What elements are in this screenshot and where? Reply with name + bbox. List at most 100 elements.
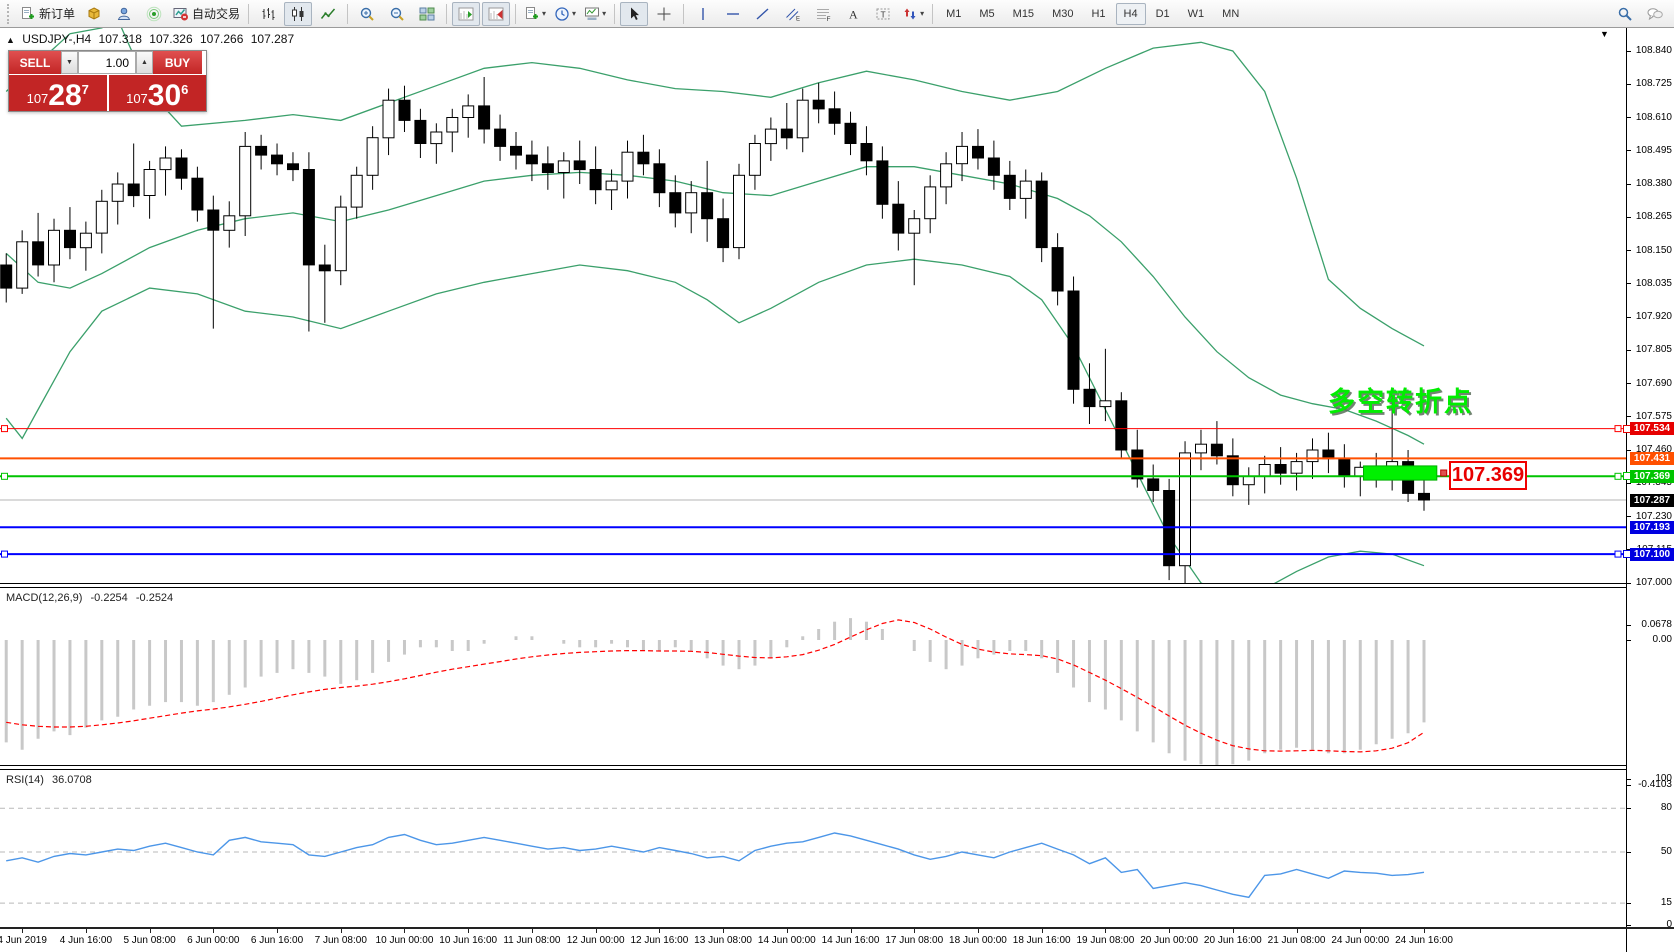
templates-button[interactable]: ▾ [581,2,609,26]
chevron-down-icon[interactable]: ▾ [602,9,607,18]
candle [95,200,108,234]
toolbar-separator [446,3,448,24]
main-chart-canvas[interactable] [0,28,1626,583]
rsi-panel-canvas[interactable] [0,771,1626,925]
candle [828,108,841,124]
timeframe-d1-button[interactable]: D1 [1155,7,1170,20]
clock-icon [554,6,570,22]
auto-trading-button[interactable]: 自动交易 [170,2,243,26]
fibo-icon: F [815,6,831,22]
volume-input[interactable]: 1.00 [78,51,136,74]
timeframe-h1-button[interactable]: H1 [1091,7,1106,20]
buy-button[interactable]: BUY [153,51,202,74]
price-tick [1627,250,1631,251]
chevron-down-icon[interactable]: ▾ [920,9,925,18]
time-label: 12 Jun 16:00 [630,935,689,946]
price-callout-label[interactable]: 107.369 [1449,461,1527,490]
candle [350,174,363,208]
bar-chart-button[interactable] [254,2,282,26]
label-icon: T [875,6,891,22]
candle [1083,388,1096,408]
toolbar-separator [683,3,685,24]
volume-increase-button[interactable]: ▲ [136,51,153,74]
candle [382,99,395,139]
candle [1226,455,1239,486]
time-tick [149,929,151,933]
equidistant-channel-button[interactable]: E [779,2,807,26]
cursor-icon [626,6,642,22]
timeframe-h4-button[interactable]: H4 [1115,2,1146,25]
line-chart-button[interactable] [314,2,342,26]
chevron-down-icon[interactable]: ▾ [572,9,577,18]
timeframe-mn-button[interactable]: MN [1222,7,1240,20]
timeframe-m30-button[interactable]: M30 [1052,7,1074,20]
candle [16,241,29,289]
hline-icon [725,6,741,22]
volume-decrease-button[interactable]: ▼ [61,51,78,74]
chart-shift-triangle-icon[interactable]: ▼ [1600,29,1609,39]
text-button[interactable]: A [839,2,867,26]
hline-handle-right [1614,425,1622,433]
time-axis[interactable]: 4 Jun 2019 4 Jun 16:00 5 Jun 08:00 6 Jun 00… [0,927,1674,952]
candle [175,157,188,179]
rsi-tick [1627,924,1631,926]
candle [669,192,682,214]
timeframe-m15-button[interactable]: M15 [1012,7,1035,20]
indicators-button[interactable]: ▾ [521,2,549,26]
vertical-line-button[interactable] [689,2,717,26]
arrow-objects-button[interactable]: ▾ [899,2,927,26]
tile-windows-button[interactable] [413,2,441,26]
periods-button[interactable]: ▾ [551,2,579,26]
history-cube-button[interactable] [80,2,108,26]
hline-handle-left [1,425,8,433]
price-scale[interactable]: 108.840 108.725 108.610 108.495 108.380 108.2… [1623,28,1674,952]
sell-button[interactable]: SELL [9,51,61,74]
timeframe-m5-button[interactable]: M5 [979,7,995,20]
rsi-tick [1627,778,1631,780]
turning-point-annotation[interactable]: 多空转折点 [1328,387,1473,417]
price-badge-107.534: 107.534 [1630,422,1674,436]
sell-price-pip: 7 [81,82,89,97]
community-chat-button[interactable] [1641,2,1669,26]
zoom-out-icon [389,6,405,22]
text-label-button[interactable]: T [869,2,897,26]
sell-price-display[interactable]: 107 28 7 [9,75,107,111]
chart-forward-button[interactable] [452,1,481,26]
timeframe-w1-button[interactable]: W1 [1187,7,1205,20]
candlestick-chart-button[interactable] [284,1,313,26]
bollinger-upper-band [5,28,1425,347]
price-tick [1627,416,1631,418]
candle [414,119,427,145]
fibonacci-button[interactable]: F [809,2,837,26]
search-button[interactable] [1611,2,1639,26]
candle [255,145,268,156]
candle [1115,400,1128,451]
profile-button[interactable] [110,2,138,26]
signal-button[interactable] [140,2,168,26]
macd-label: MACD(12,26,9) [6,592,83,604]
candle [287,163,299,171]
candle [0,264,13,289]
new-order-button[interactable]: 新订单 [17,2,78,26]
price-tick [1627,216,1631,218]
timeframe-m1-button[interactable]: M1 [946,7,962,20]
chevron-down-icon[interactable]: ▾ [542,9,547,18]
candle [430,131,443,145]
price-badge-107.100: 107.100 [1630,547,1674,561]
macd-signal-line [6,619,1425,753]
chart-shift-button[interactable] [482,1,511,26]
horizontal-line-button[interactable] [719,2,747,26]
svg-text:F: F [827,16,831,22]
price-tick [1627,316,1631,318]
buy-price-display[interactable]: 107 30 6 [108,75,206,111]
time-label: 6 Jun 16:00 [250,935,304,946]
time-label: 18 Jun 16:00 [1012,935,1071,946]
zoom-in-button[interactable] [353,2,381,26]
rsi-label: 15 [1660,897,1672,909]
crosshair-button[interactable] [650,2,678,26]
collapse-triangle-icon[interactable]: ▲ [6,35,15,45]
zoom-out-button[interactable] [383,2,411,26]
macd-panel-canvas[interactable] [0,589,1626,765]
trendline-button[interactable] [749,2,777,26]
cursor-button[interactable] [620,1,649,26]
